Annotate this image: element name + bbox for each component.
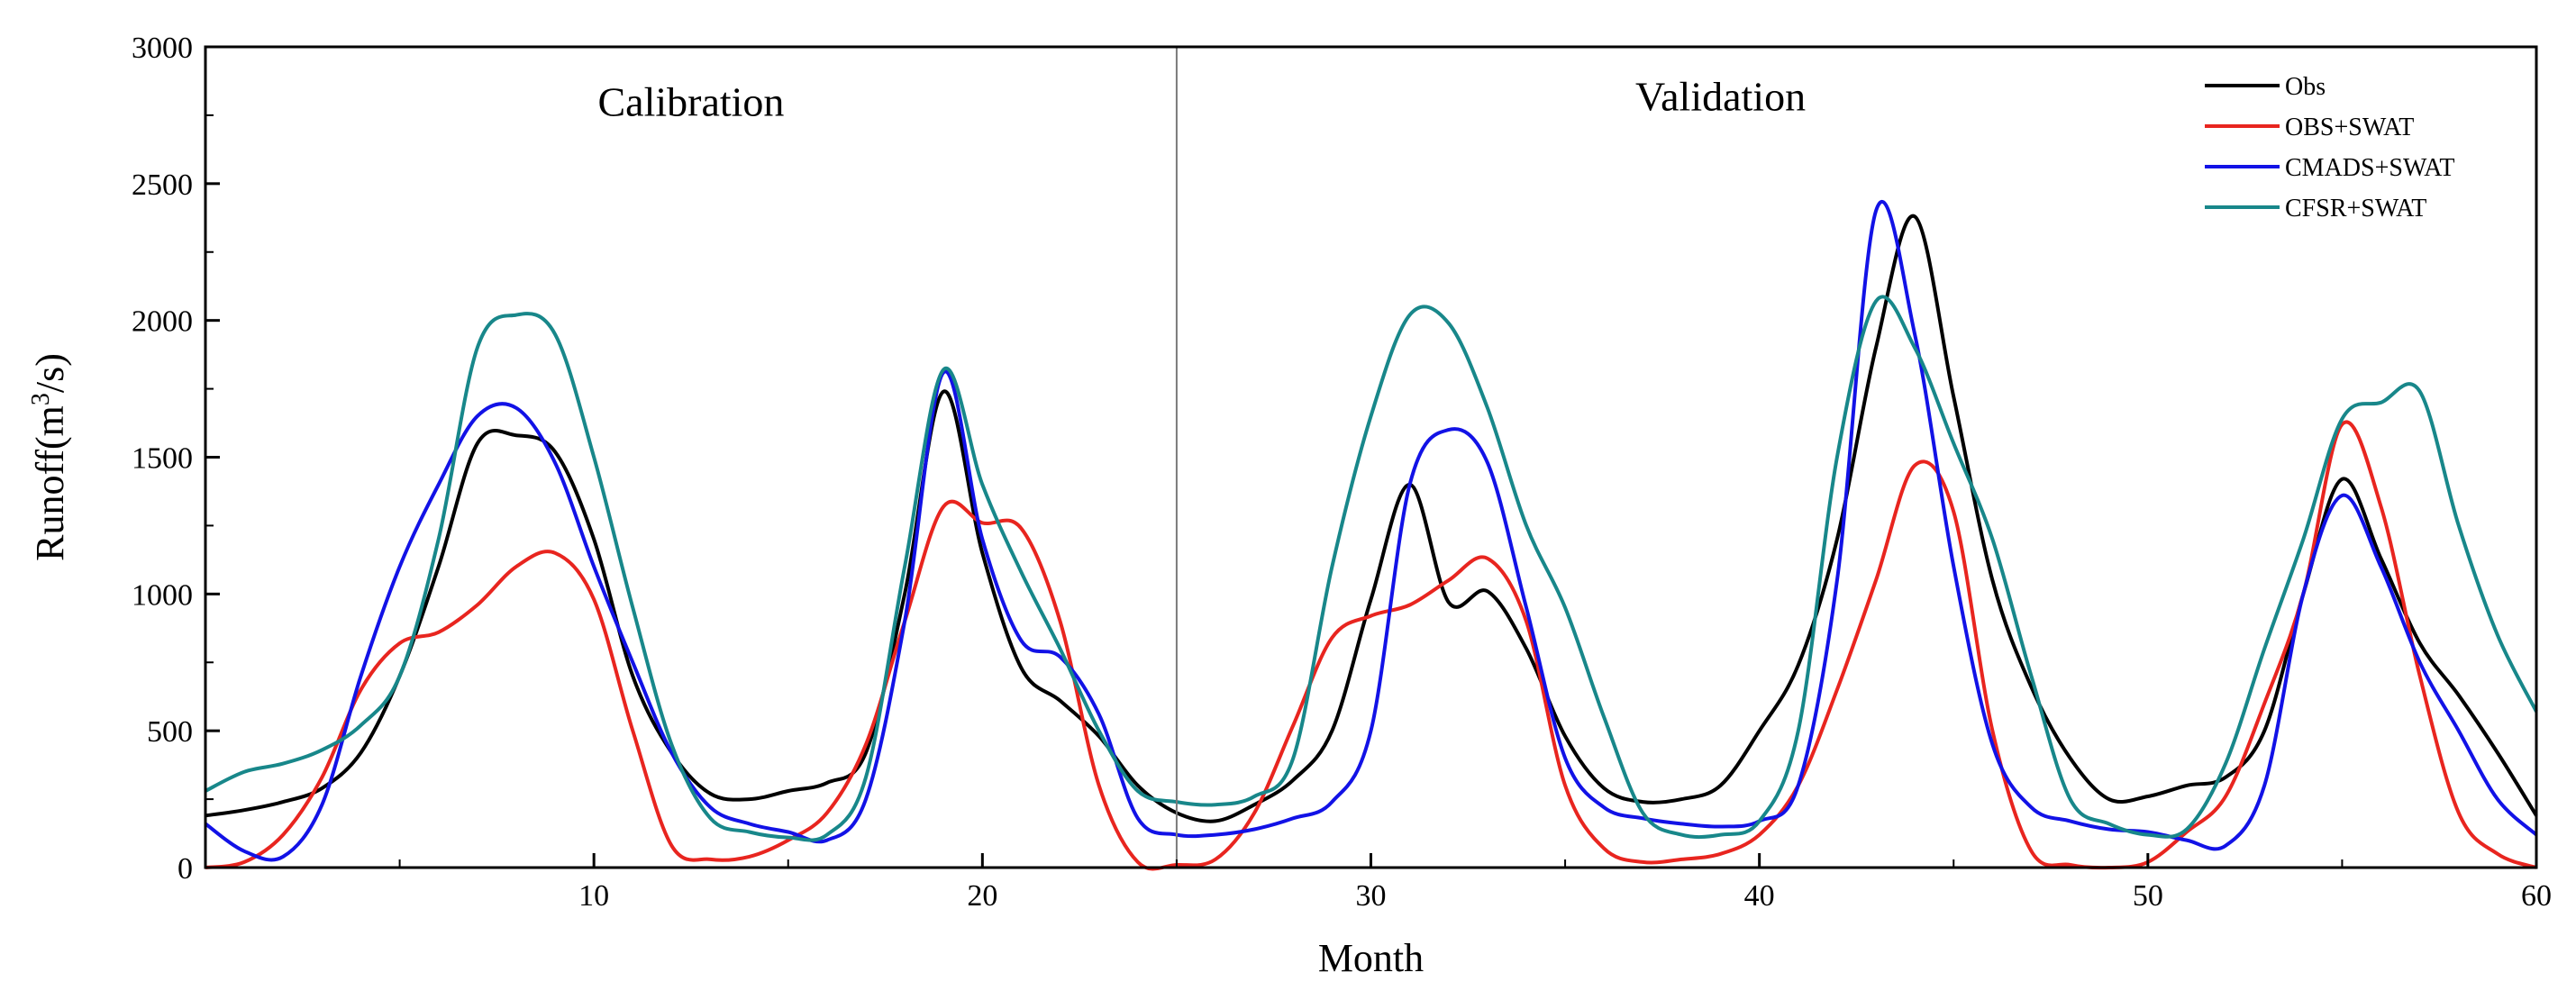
y-tick-label-1000: 1000 [132,578,193,612]
x-tick-label-40: 40 [1744,879,1775,913]
legend-label-obs-swat: OBS+SWAT [2285,114,2414,141]
y-tick-label-2500: 2500 [132,168,193,202]
y-tick-label-2000: 2000 [132,305,193,339]
legend-label-cmads-swat: CMADS+SWAT [2285,154,2455,182]
series-line-obs-swat [205,420,2537,871]
legend: Obs OBS+SWAT CMADS+SWAT CFSR+SWAT [2205,73,2455,223]
y-tick-label-1500: 1500 [132,442,193,476]
x-tick-label-60: 60 [2521,879,2552,913]
y-axis-title: Runoff(m3/s) [27,353,72,561]
series-lines [204,200,2538,871]
axis-tick-labels: 10 20 30 40 50 60 0 500 1000 1500 2000 2500 3000 [132,32,2552,913]
y-tick-label-0: 0 [177,852,193,886]
x-tick-label-30: 30 [1356,879,1387,913]
y-axis-title-superscript: 3 [27,393,55,405]
y-axis-title-unit: /s) [28,353,72,393]
legend-label-obs: Obs [2285,73,2326,101]
x-tick-label-10: 10 [578,879,609,913]
x-axis-title: Month [1318,936,1424,980]
x-tick-label-20: 20 [967,879,997,913]
series-line-cfsr-swat [205,295,2538,842]
legend-label-cfsr-swat: CFSR+SWAT [2285,195,2426,223]
annotation-validation: Validation [1635,74,1806,120]
x-tick-label-50: 50 [2133,879,2163,913]
y-tick-label-500: 500 [147,715,193,749]
series-line-cmads-swat [204,200,2538,862]
annotation-calibration: Calibration [597,79,784,125]
y-tick-label-3000: 3000 [132,32,193,65]
axis-ticks [205,45,2538,869]
y-axis-title-main: Runoff(m [28,405,72,561]
